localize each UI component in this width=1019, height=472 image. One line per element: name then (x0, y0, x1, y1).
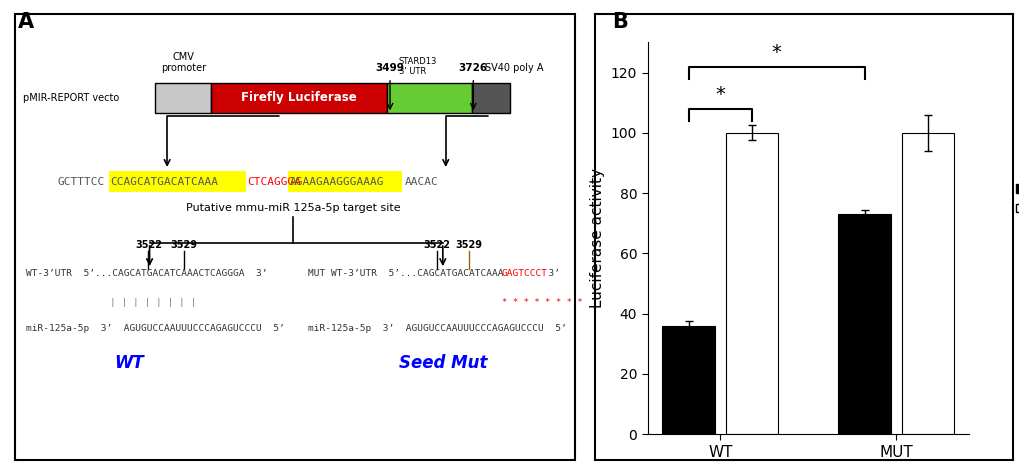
Y-axis label: Luciferase activity: Luciferase activity (590, 169, 604, 308)
Text: WT-3’UTR  5’...CAGCATGACATCAAACTCAGGGA  3’: WT-3’UTR 5’...CAGCATGACATCAAACTCAGGGA 3’ (26, 269, 268, 278)
Text: pMIR-REPORT vecto: pMIR-REPORT vecto (23, 93, 119, 103)
Text: Firefly Luciferase: Firefly Luciferase (242, 92, 357, 104)
Text: Putative mmu-miR 125a-5p target site: Putative mmu-miR 125a-5p target site (185, 202, 400, 213)
Text: CMV
promoter: CMV promoter (161, 51, 206, 73)
Text: miR-125a-5p  3’  AGUGUCCAAUUUCCCAGAGUCCCU  5’: miR-125a-5p 3’ AGUGUCCAAUUUCCCAGAGUCCCU … (26, 323, 285, 333)
Text: 3’: 3’ (537, 269, 559, 278)
Text: A: A (17, 12, 34, 32)
Text: 3499: 3499 (375, 63, 405, 73)
Text: CTCAGGGA: CTCAGGGA (248, 177, 302, 187)
Text: 3522: 3522 (423, 240, 450, 250)
Bar (725, 133, 777, 434)
Text: MUT WT-3’UTR  5’...CAGCATGACATCAAA: MUT WT-3’UTR 5’...CAGCATGACATCAAA (308, 269, 503, 278)
Text: 3529: 3529 (455, 240, 482, 250)
Text: *: * (771, 43, 781, 62)
Text: B: B (611, 12, 628, 32)
Text: STARD13
3' UTR: STARD13 3' UTR (398, 57, 437, 76)
Bar (838, 214, 891, 434)
Bar (472, 83, 510, 113)
Legend: Mir, NC: Mir, NC (1010, 178, 1019, 220)
Text: * * * * * * * *: * * * * * * * * (501, 297, 582, 307)
Bar (211, 83, 387, 113)
Text: 3726: 3726 (459, 63, 487, 73)
Bar (155, 83, 211, 113)
Text: AGAAGAAGGGAAAG: AGAAGAAGGGAAAG (289, 177, 384, 187)
Text: CCAGCATGACATCAAA: CCAGCATGACATCAAA (110, 177, 218, 187)
Bar (287, 171, 401, 192)
Text: GCTTTCC: GCTTTCC (57, 177, 105, 187)
Text: 3529: 3529 (170, 240, 197, 250)
Text: Seed Mut: Seed Mut (398, 354, 487, 372)
Text: GAGTCCCT: GAGTCCCT (501, 269, 547, 278)
Text: *: * (714, 85, 725, 104)
FancyBboxPatch shape (14, 14, 575, 460)
FancyBboxPatch shape (595, 14, 1013, 460)
Text: 3522: 3522 (135, 240, 162, 250)
Bar (661, 326, 714, 434)
Text: AACAC: AACAC (405, 177, 438, 187)
Bar (901, 133, 954, 434)
Bar (386, 83, 472, 113)
Text: WT: WT (114, 354, 144, 372)
Bar (108, 171, 247, 192)
Text: SV40 poly A: SV40 poly A (485, 63, 543, 73)
Text: | | | | | | | |: | | | | | | | | (110, 297, 197, 307)
Text: miR-125a-5p  3’  AGUGUCCAAUUUCCCAGAGUCCCU  5’: miR-125a-5p 3’ AGUGUCCAAUUUCCCAGAGUCCCU … (308, 323, 567, 333)
